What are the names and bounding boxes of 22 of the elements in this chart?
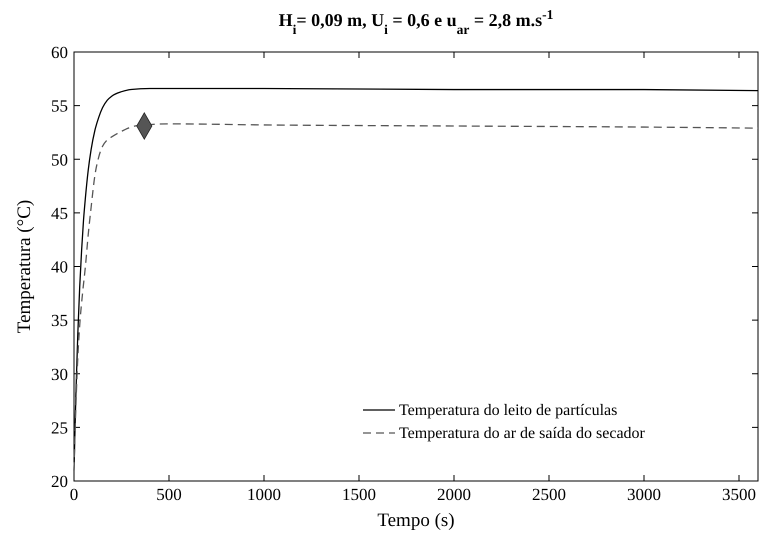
y-tick-label: 55 (51, 96, 68, 116)
y-tick-label: 50 (51, 150, 68, 170)
y-axis-title: Temperatura (°C) (14, 200, 35, 334)
legend-label: Temperatura do ar de saída do secador (399, 425, 646, 442)
x-tick-label: 0 (70, 485, 78, 504)
y-tick-label: 25 (51, 418, 68, 438)
x-tick-label: 2500 (532, 485, 566, 504)
x-tick-label: 3500 (722, 485, 756, 504)
y-tick-label: 40 (51, 258, 68, 276)
y-tick-label: 30 (51, 364, 68, 384)
chart-title: H$_{i}$= 0,09 m, U$_{i}$ = 0,6 e u$_{ar}$ = 2,8 m.s$^{-1}$ (278, 6, 554, 36)
x-tick-label: 3000 (627, 485, 661, 504)
y-tick-label: 35 (51, 311, 68, 330)
x-axis-title: Tempo (s) (377, 510, 455, 531)
legend-label: Temperatura do leito de partículas (399, 402, 618, 419)
x-tick-label: 1500 (342, 485, 376, 504)
x-tick-label: 500 (156, 485, 182, 504)
x-tick-label: 1000 (247, 485, 281, 504)
x-tick-label: 2000 (437, 485, 471, 504)
y-tick-label: 45 (51, 204, 68, 223)
y-tick-label: 20 (51, 472, 68, 491)
y-tick-label: 60 (51, 43, 68, 62)
